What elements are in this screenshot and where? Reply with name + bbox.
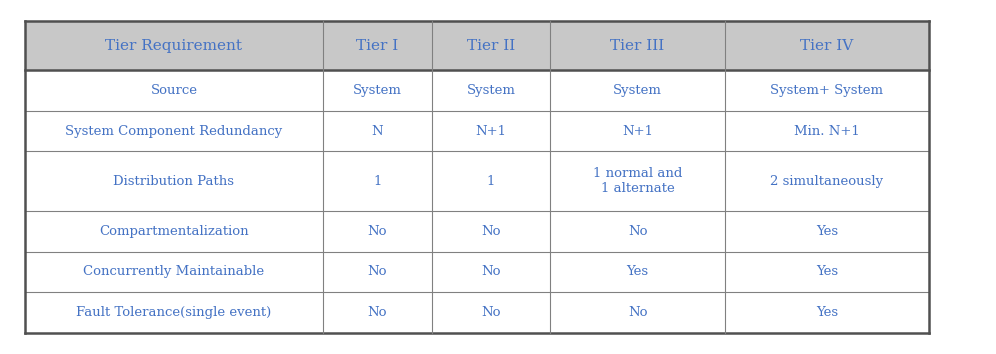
Text: No: No <box>481 266 501 279</box>
Bar <box>725 111 928 152</box>
Bar <box>432 111 550 152</box>
Text: No: No <box>481 306 501 319</box>
Text: N+1: N+1 <box>475 125 506 138</box>
Text: No: No <box>627 306 647 319</box>
Bar <box>432 70 550 111</box>
Text: Tier Requirement: Tier Requirement <box>106 39 242 53</box>
Text: Yes: Yes <box>816 225 838 238</box>
Text: System: System <box>466 84 515 97</box>
Text: System+ System: System+ System <box>770 84 883 97</box>
Text: N+1: N+1 <box>622 125 653 138</box>
Text: Min. N+1: Min. N+1 <box>794 125 860 138</box>
Text: 1 normal and
1 alternate: 1 normal and 1 alternate <box>593 167 682 195</box>
Text: Distribution Paths: Distribution Paths <box>114 175 234 188</box>
Text: Yes: Yes <box>816 266 838 279</box>
Bar <box>323 111 432 152</box>
Text: 1: 1 <box>374 175 381 188</box>
Text: No: No <box>368 225 387 238</box>
Text: No: No <box>627 225 647 238</box>
Bar <box>550 21 725 70</box>
Text: 1: 1 <box>487 175 495 188</box>
Bar <box>550 70 725 111</box>
Text: Tier I: Tier I <box>357 39 398 53</box>
Bar <box>432 152 550 211</box>
Bar <box>432 252 550 292</box>
Bar <box>725 252 928 292</box>
Bar <box>550 252 725 292</box>
Bar <box>725 292 928 333</box>
Bar <box>432 292 550 333</box>
Bar <box>323 21 432 70</box>
Text: System: System <box>614 84 662 97</box>
Bar <box>323 152 432 211</box>
Bar <box>550 292 725 333</box>
Text: Fault Tolerance(single event): Fault Tolerance(single event) <box>77 306 272 319</box>
Text: System: System <box>353 84 401 97</box>
Bar <box>550 111 725 152</box>
Text: Yes: Yes <box>816 306 838 319</box>
Text: System Component Redundancy: System Component Redundancy <box>66 125 283 138</box>
Text: Tier III: Tier III <box>611 39 664 53</box>
Text: No: No <box>368 266 387 279</box>
Bar <box>323 252 432 292</box>
Bar <box>432 21 550 70</box>
Text: Tier IV: Tier IV <box>800 39 854 53</box>
Text: No: No <box>481 225 501 238</box>
Text: Concurrently Maintainable: Concurrently Maintainable <box>84 266 265 279</box>
Text: Tier II: Tier II <box>467 39 515 53</box>
Bar <box>25 211 323 252</box>
Bar <box>725 21 928 70</box>
Text: Compartmentalization: Compartmentalization <box>100 225 249 238</box>
Bar <box>550 211 725 252</box>
Bar <box>25 292 323 333</box>
Bar <box>323 70 432 111</box>
Bar <box>550 152 725 211</box>
Bar <box>25 21 323 70</box>
Bar <box>25 252 323 292</box>
Text: N: N <box>372 125 383 138</box>
Text: 2 simultaneously: 2 simultaneously <box>770 175 883 188</box>
Text: No: No <box>368 306 387 319</box>
Text: Yes: Yes <box>626 266 648 279</box>
Bar <box>25 70 323 111</box>
Bar <box>725 211 928 252</box>
Bar <box>323 211 432 252</box>
Bar <box>25 111 323 152</box>
Bar <box>323 292 432 333</box>
Bar <box>25 152 323 211</box>
Text: Source: Source <box>150 84 197 97</box>
Bar <box>725 70 928 111</box>
Bar <box>725 152 928 211</box>
Bar <box>432 211 550 252</box>
